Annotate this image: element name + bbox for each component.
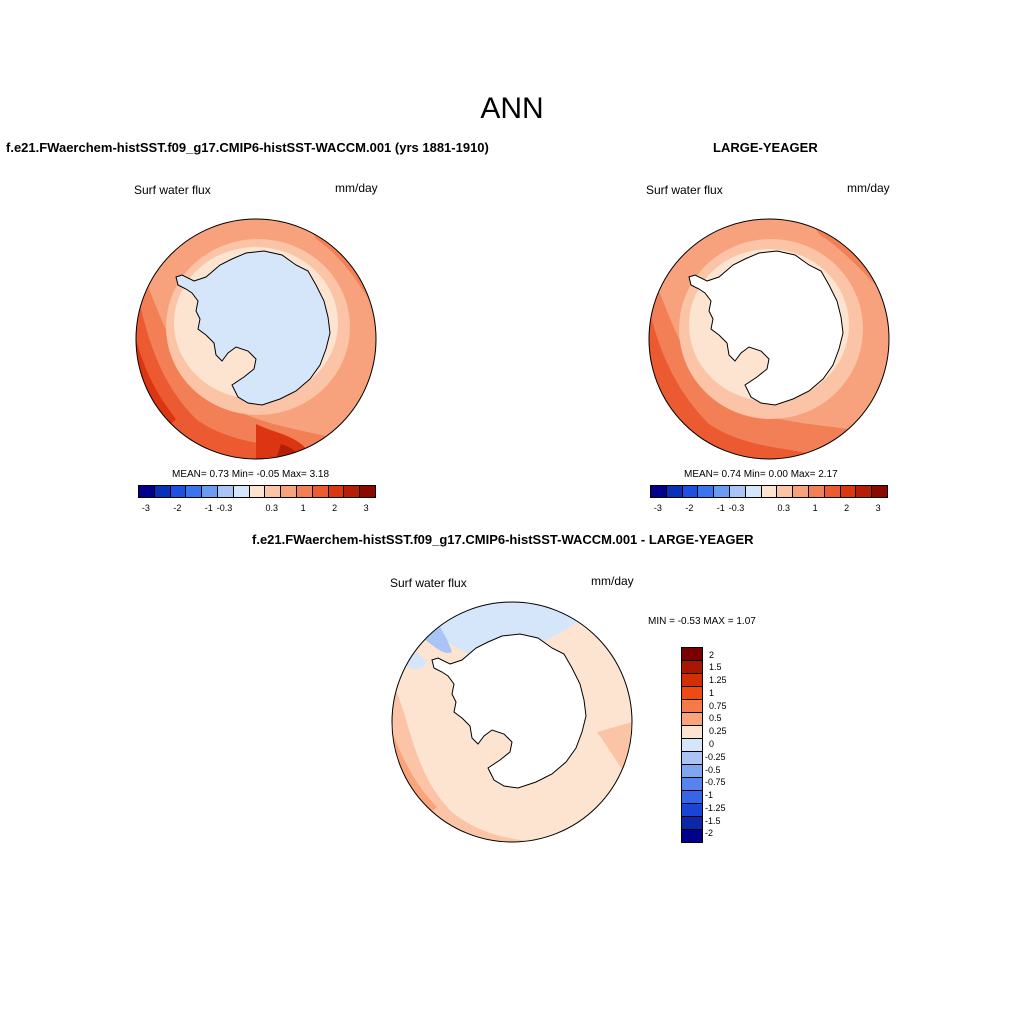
- panel1-colorbar-tick-label: 3: [363, 503, 369, 513]
- panel3-units-label: mm/day: [591, 574, 634, 588]
- panel1-colorbar-swatch: [344, 486, 361, 497]
- panel2-colorbar-swatch: [651, 486, 667, 497]
- panel3-stats: MIN = -0.53 MAX = 1.07: [648, 616, 756, 627]
- panel2-colorbar-swatch: [793, 486, 809, 497]
- panel1-colorbar-tick-label: 1: [300, 503, 306, 513]
- panel2-stats: MEAN= 0.74 Min= 0.00 Max= 2.17: [684, 469, 838, 480]
- panel2-variable-label: Surf water flux: [646, 183, 723, 197]
- panel2-colorbar-swatch: [745, 486, 762, 497]
- panel3-colorbar-tick-label: 0.5: [709, 713, 722, 724]
- panel3-colorbar-swatch: [682, 674, 702, 687]
- panel3-colorbar-swatch: [682, 817, 702, 830]
- panel1-colorbar-ticks: -3 -2 -1 -0.3 0.3 1 2 3: [138, 503, 374, 515]
- panel1-colorbar-tick-label: 2: [332, 503, 338, 513]
- panel1-heading: f.e21.FWaerchem-histSST.f09_g17.CMIP6-hi…: [6, 140, 489, 155]
- panel2-polar-map: [648, 218, 890, 460]
- panel1-colorbar-swatch: [154, 486, 171, 497]
- panel3-colorbar-ticks: 2 1.5 1.25 1 0.75 0.5 0.25 0 -0.25 -0.5 -0.75 -1 -1.…: [705, 647, 745, 841]
- panel3-colorbar-swatch: [682, 778, 702, 791]
- panel1-colorbar-tick-label: -1: [204, 503, 213, 513]
- panel1-colorbar-swatch: [249, 486, 266, 497]
- panel2-colorbar-swatch: [761, 486, 778, 497]
- panel2-colorbar-swatch: [698, 486, 715, 497]
- panel2-colorbar-ticks: -3 -2 -1 -0.3 0.3 1 2 3: [650, 503, 886, 515]
- panel1-units-label: mm/day: [335, 181, 378, 195]
- panel3-colorbar-tick-label: -1.5: [705, 815, 721, 826]
- panel1-colorbar-tick-label: -0.3: [216, 503, 233, 513]
- panel3-variable-label: Surf water flux: [390, 576, 467, 590]
- panel3-colorbar-tick-label: 1: [709, 687, 715, 698]
- panel3-colorbar-swatch: [682, 661, 702, 674]
- panel2-colorbar-swatch: [824, 486, 841, 497]
- panel2-units-label: mm/day: [847, 181, 890, 195]
- panel3-colorbar-tick-label: 2: [709, 649, 715, 660]
- panel1-variable-label: Surf water flux: [134, 183, 211, 197]
- panel3-colorbar-tick-label: -0.75: [705, 777, 726, 788]
- panel2-colorbar-tick-label: 2: [844, 503, 850, 513]
- panel3-colorbar-tick-label: -0.5: [705, 764, 721, 775]
- panel3-colorbar-swatch: [682, 765, 702, 778]
- panel2-colorbar-swatch: [856, 486, 873, 497]
- panel1-colorbar-tick-label: -3: [141, 503, 150, 513]
- panel3-colorbar-tick-label: -1: [705, 790, 714, 801]
- panel3-colorbar-swatch: [682, 726, 702, 739]
- panel1-colorbar-swatch: [281, 486, 297, 497]
- panel3-colorbar-swatch: [682, 648, 702, 661]
- panel2-colorbar-swatch: [840, 486, 857, 497]
- panel1-stats: MEAN= 0.73 Min= -0.05 Max= 3.18: [172, 469, 330, 480]
- panel2-colorbar-tick-label: 1: [812, 503, 818, 513]
- panel1-colorbar-swatch: [170, 486, 187, 497]
- panel3-colorbar-swatch: [682, 791, 702, 804]
- panel3-colorbar-tick-label: -0.25: [705, 751, 726, 762]
- panel3-colorbar-swatch: [682, 713, 702, 726]
- panel1-colorbar-swatch: [328, 486, 345, 497]
- panel2-colorbar-tick-label: -1: [716, 503, 725, 513]
- panel2-colorbar-swatch: [872, 486, 887, 497]
- panel2-colorbar-swatch: [714, 486, 730, 497]
- panel2-heading: LARGE-YEAGER: [713, 140, 818, 155]
- panel3-colorbar-swatch: [682, 739, 702, 752]
- figure-title: ANN: [480, 92, 544, 125]
- panel1-colorbar-swatch: [202, 486, 218, 497]
- panel3-colorbar-tick-label: -1.25: [705, 802, 726, 813]
- panel2-colorbar-tick-label: -2: [685, 503, 694, 513]
- panel3-colorbar-swatch: [682, 700, 702, 713]
- panel1-colorbar-swatch: [312, 486, 329, 497]
- panel3-colorbar-tick-label: 0: [709, 739, 715, 749]
- panel3-colorbar-tick-label: 0.75: [709, 700, 727, 711]
- panel2-colorbar-tick-label: 0.3: [777, 503, 790, 513]
- panel1-colorbar-swatch: [296, 486, 313, 497]
- panel3-colorbar-swatch: [682, 804, 702, 817]
- panel2-colorbar-swatch: [666, 486, 683, 497]
- panel2-colorbar-tick-label: 3: [875, 503, 881, 513]
- panel1-colorbar-swatch: [186, 486, 203, 497]
- panel3-colorbar-swatch: [682, 687, 702, 700]
- panel1-colorbar: [138, 485, 376, 498]
- panel3-colorbar-swatch: [682, 752, 702, 765]
- panel3-colorbar-tick-label: -2: [705, 828, 714, 839]
- panel2-colorbar-swatch: [682, 486, 699, 497]
- panel1-colorbar-swatch: [233, 486, 250, 497]
- panel1-colorbar-swatch: [265, 486, 282, 497]
- panel2-colorbar-swatch: [777, 486, 794, 497]
- panel1-colorbar-swatch: [139, 486, 155, 497]
- panel2-colorbar-swatch: [729, 486, 746, 497]
- panel2-colorbar-tick-label: -0.3: [728, 503, 745, 513]
- panel2-colorbar: [650, 485, 888, 498]
- panel3-colorbar-tick-label: 0.25: [709, 726, 727, 737]
- panel1-polar-map: [135, 218, 377, 460]
- panel2-colorbar-tick-label: -3: [653, 503, 662, 513]
- panel1-colorbar-tick-label: 0.3: [265, 503, 278, 513]
- panel1-colorbar-tick-label: -2: [173, 503, 182, 513]
- panel3-heading: f.e21.FWaerchem-histSST.f09_g17.CMIP6-hi…: [252, 532, 754, 547]
- panel3-colorbar-tick-label: 1.25: [709, 675, 727, 686]
- panel1-colorbar-swatch: [360, 486, 375, 497]
- panel3-polar-map: [391, 601, 633, 843]
- panel3-colorbar-swatch: [682, 830, 702, 842]
- panel3-colorbar-tick-label: 1.5: [709, 662, 722, 673]
- panel3-colorbar: [681, 647, 703, 843]
- panel1-colorbar-swatch: [217, 486, 234, 497]
- panel2-colorbar-swatch: [808, 486, 825, 497]
